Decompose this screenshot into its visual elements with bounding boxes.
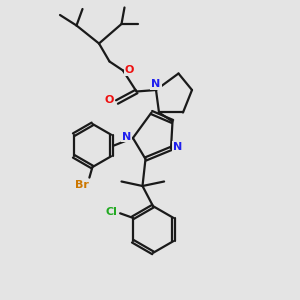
Text: N: N [152, 79, 160, 89]
Text: N: N [173, 142, 182, 152]
Text: Br: Br [75, 180, 89, 190]
Text: N: N [122, 131, 131, 142]
Text: Cl: Cl [105, 207, 117, 218]
Text: O: O [125, 65, 134, 76]
Text: O: O [105, 95, 114, 106]
